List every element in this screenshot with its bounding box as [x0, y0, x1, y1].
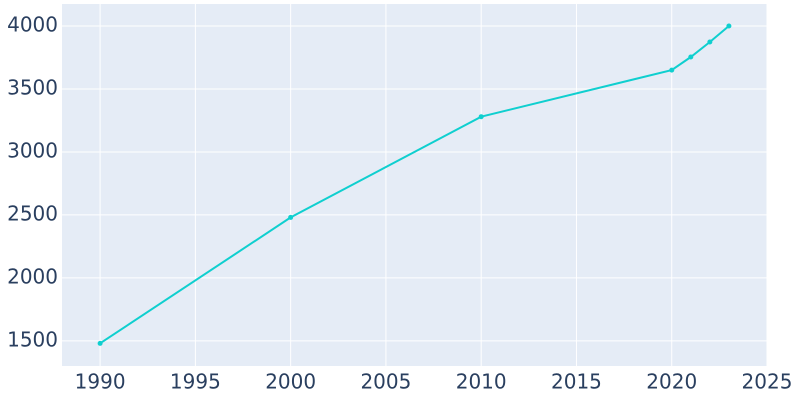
y-tick-label: 3000	[7, 138, 58, 162]
x-tick-label: 1990	[75, 370, 126, 394]
x-tick-label: 1995	[170, 370, 221, 394]
y-tick-label: 1500	[7, 327, 58, 351]
data-point	[688, 54, 694, 60]
data-point	[726, 23, 732, 29]
x-tick-label: 2010	[456, 370, 507, 394]
plot-area	[62, 4, 767, 366]
data-point	[288, 214, 294, 220]
x-tick-label: 2015	[551, 370, 602, 394]
y-tick-label: 3500	[7, 75, 58, 99]
data-point	[97, 340, 103, 346]
data-point	[478, 114, 484, 120]
data-point	[707, 39, 713, 45]
y-tick-label: 2000	[7, 264, 58, 288]
y-tick-label: 4000	[7, 13, 58, 37]
data-point	[669, 67, 675, 73]
x-tick-label: 2025	[742, 370, 793, 394]
y-tick-label: 2500	[7, 201, 58, 225]
x-tick-label: 2020	[646, 370, 697, 394]
x-tick-label: 2005	[360, 370, 411, 394]
x-tick-label: 2000	[265, 370, 316, 394]
